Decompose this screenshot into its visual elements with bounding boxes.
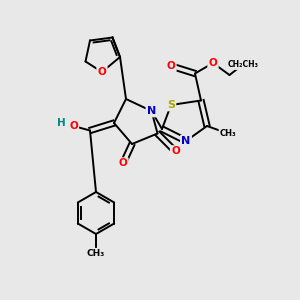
Text: N: N <box>147 106 156 116</box>
Text: O: O <box>171 146 180 157</box>
Text: O: O <box>118 158 127 169</box>
Text: H: H <box>57 118 66 128</box>
Text: S: S <box>167 100 175 110</box>
Text: O: O <box>167 61 176 71</box>
Text: N: N <box>182 136 190 146</box>
Text: CH₃: CH₃ <box>220 129 236 138</box>
Text: O: O <box>208 58 217 68</box>
Text: CH₃: CH₃ <box>87 249 105 258</box>
Text: O: O <box>98 67 106 77</box>
Text: O: O <box>69 121 78 131</box>
Text: CH₂CH₃: CH₂CH₃ <box>227 60 259 69</box>
